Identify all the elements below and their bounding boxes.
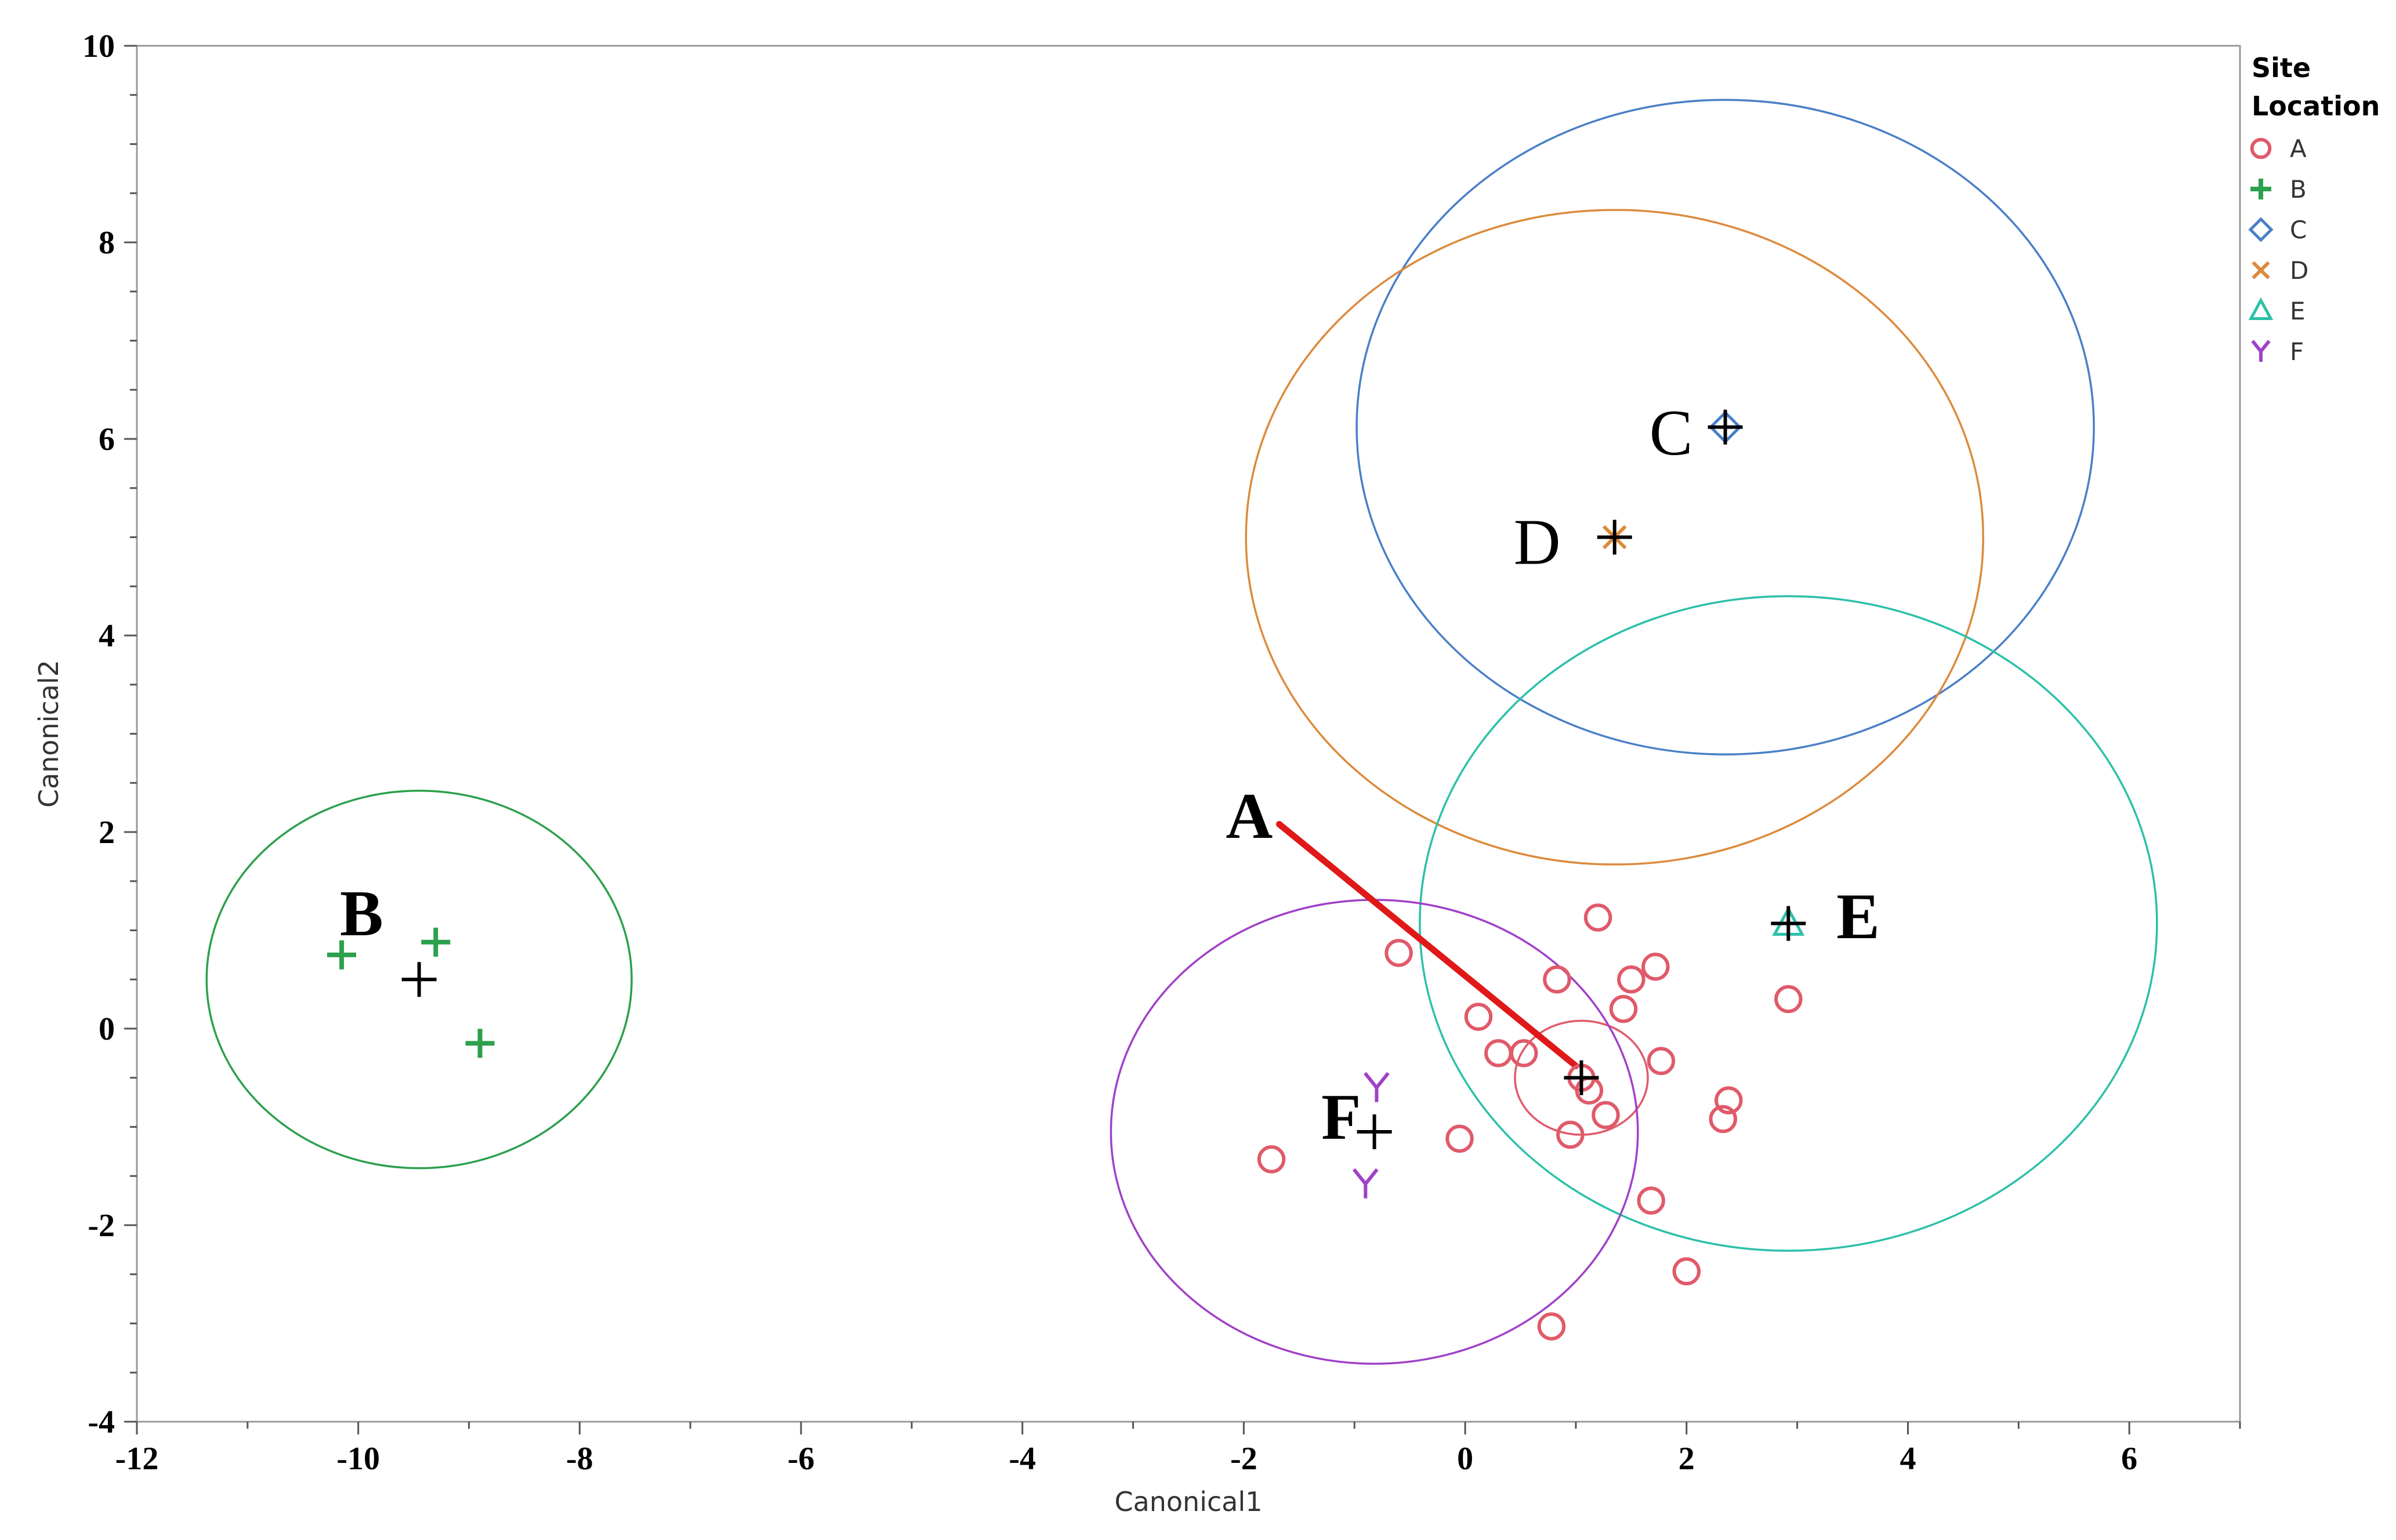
data-point-a <box>1445 1124 1474 1153</box>
data-point-b <box>327 940 357 969</box>
y-tick-label: 4 <box>99 618 115 654</box>
data-point-a <box>1537 1312 1566 1341</box>
legend-label-f: F <box>2290 337 2304 366</box>
data-point-a <box>1617 965 1645 994</box>
data-point-a <box>1556 1120 1585 1149</box>
data-point-f <box>1364 1072 1390 1102</box>
legend-label-b: B <box>2290 175 2307 204</box>
x-tick-label: -8 <box>566 1441 593 1477</box>
y-tick-label: -2 <box>88 1208 115 1244</box>
x-tick-label: -2 <box>1230 1441 1257 1477</box>
annotation-f: F <box>1321 1081 1361 1153</box>
annotation-c: C <box>1650 397 1693 469</box>
annotation-d: D <box>1514 506 1561 578</box>
legend-label-e: E <box>2290 297 2306 325</box>
confidence-ellipse-d <box>1245 209 1984 866</box>
legend-label-d: D <box>2290 256 2308 285</box>
pointer-line <box>1275 820 1579 1069</box>
data-point-f <box>1353 1168 1379 1198</box>
data-point-b <box>421 927 451 957</box>
data-point-a <box>1774 985 1803 1014</box>
data-point-a <box>1543 965 1571 994</box>
legend-marker-d <box>2252 261 2270 279</box>
legend-title-line-1: Site <box>2252 52 2311 83</box>
data-point-a <box>1609 994 1638 1023</box>
confidence-ellipse-e <box>1419 595 2158 1252</box>
y-tick-label: 6 <box>99 422 115 457</box>
x-tick-label: 6 <box>2121 1441 2137 1477</box>
x-tick-label: 0 <box>1457 1441 1473 1477</box>
legend-marker-a <box>2250 137 2272 159</box>
annotation-a: A <box>1226 780 1273 852</box>
group-mean-d <box>1597 520 1632 555</box>
x-tick-label: -10 <box>336 1441 380 1477</box>
axes-layer: -12 -10 -8 -6 -4 -2 0 2 4 6 -4 -2 0 2 4 6 8 10 <box>82 28 2241 1477</box>
data-point-a <box>1714 1086 1743 1114</box>
y-tick-label: 10 <box>82 28 115 64</box>
data-point-a <box>1672 1257 1701 1285</box>
legend-marker-e <box>2248 297 2274 320</box>
y-tick-label: 0 <box>99 1011 115 1047</box>
x-tick-label: -12 <box>115 1441 159 1477</box>
x-tick-label: -4 <box>1009 1441 1036 1477</box>
x-tick-label: 2 <box>1679 1441 1695 1477</box>
legend-marker-c <box>2248 217 2274 242</box>
group-mean-f <box>1357 1114 1392 1149</box>
data-point-a <box>1384 939 1413 967</box>
annotations-layer: A B C D E F <box>340 397 1880 1153</box>
group-mean-a <box>1564 1060 1599 1095</box>
data-point-a <box>1592 1100 1620 1129</box>
data-point-a <box>1637 1186 1665 1215</box>
ellipses-layer <box>205 99 2158 1365</box>
confidence-ellipse-b <box>205 790 633 1169</box>
data-point-a <box>1709 1105 1738 1134</box>
legend-label-a: A <box>2290 135 2307 163</box>
group-mean-e <box>1771 906 1806 941</box>
confidence-ellipse-c <box>1355 99 2095 756</box>
arrow-layer <box>1275 820 1579 1069</box>
data-point-b <box>465 1029 495 1058</box>
x-tick-label: -6 <box>788 1441 815 1477</box>
y-tick-label: 2 <box>99 815 115 851</box>
legend-label-c: C <box>2290 216 2307 244</box>
y-axis-title: Canonical2 <box>33 660 64 808</box>
data-point-a <box>1510 1039 1538 1067</box>
x-axis-title: Canonical1 <box>1114 1486 1262 1517</box>
means-layer <box>401 409 1806 1149</box>
data-point-a <box>1257 1145 1286 1174</box>
y-tick-label: 8 <box>99 225 115 261</box>
data-point-a <box>1464 1003 1493 1031</box>
group-mean-b <box>401 962 437 997</box>
data-point-a <box>1641 952 1670 981</box>
legend-marker-f <box>2251 340 2271 362</box>
data-point-a <box>1647 1047 1676 1076</box>
legend-marker-b <box>2250 179 2271 199</box>
annotation-e: E <box>1836 881 1880 953</box>
y-tick-label: -4 <box>88 1404 115 1440</box>
data-point-a <box>1583 903 1612 932</box>
group-mean-c <box>1708 409 1743 445</box>
x-tick-label: 4 <box>1900 1441 1916 1477</box>
annotation-b: B <box>340 878 383 950</box>
legend-title-line-2: Location <box>2252 90 2380 122</box>
